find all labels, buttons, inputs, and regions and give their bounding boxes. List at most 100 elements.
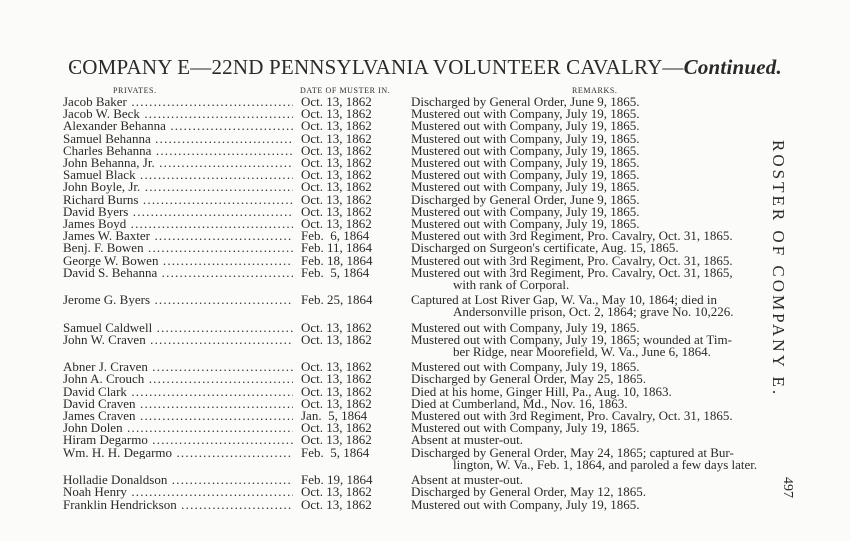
page-number: 497 — [780, 477, 795, 498]
remarks-line: Mustered out with Company, July 19, 1865… — [411, 216, 640, 232]
remarks-line: Captured at Lost River Gap, W. Va., May … — [411, 292, 717, 308]
muster-date: Oct. 13, 1862 — [301, 142, 372, 158]
muster-date: Oct. 13, 1862 — [301, 383, 372, 399]
header-date: DATE OF MUSTER IN. — [300, 86, 391, 95]
remarks: Absent at muster-out. — [411, 432, 823, 448]
remarks-line: Mustered out with 3rd Regiment, Pro. Cav… — [411, 252, 733, 268]
private-name: John Behanna, Jr. — [63, 157, 293, 169]
table-row: James Craven Jan. 5, 1864 Mustered out wit… — [63, 408, 823, 424]
remarks: Mustered out with Company, July 19, 1865… — [411, 180, 823, 193]
table-row: John Dolen Oct. 13, 1862 Mustered out with… — [63, 420, 823, 436]
private-name: Richard Burns — [63, 194, 293, 206]
private-name: Holladie Donaldson — [63, 474, 293, 486]
muster-date: Oct. 13, 1862 — [301, 155, 372, 171]
private-name: Alexander Behanna — [63, 120, 293, 132]
muster-date: Feb. 5, 1864 — [301, 444, 370, 460]
remarks-line: Discharged by General Order, May 25, 186… — [411, 371, 646, 387]
muster-date: Oct. 13, 1862 — [301, 203, 372, 219]
table-row: Samuel Behanna Oct. 13, 1862 Mustered out … — [63, 130, 823, 146]
remarks-line: Absent at muster-out. — [411, 432, 524, 448]
table-row: Hiram Degarmo Oct. 13, 1862 Absent at must… — [63, 432, 823, 448]
private-name: John Boyle, Jr. — [63, 181, 293, 193]
private-name: Benj. F. Bowen — [63, 242, 293, 254]
remarks-line: Mustered out with Company, July 19, 1865… — [411, 203, 640, 219]
remarks: Discharged by General Order, June 9, 186… — [411, 95, 823, 108]
title-main: COMPANY E—22ND PENNSYLVANIA VOLUNTEER CA… — [68, 55, 684, 79]
remarks: Mustered out with Company, July 19, 1865… — [411, 331, 823, 358]
remarks: Mustered out with 3rd Regiment, Pro. Cav… — [411, 228, 823, 244]
remarks-line: Mustered out with Company, July 19, 1865… — [411, 118, 640, 134]
remarks: Mustered out with Company, July 19, 1865… — [411, 360, 823, 373]
table-row: Benj. F. Bowen Feb. 11, 1864 Discharged on… — [63, 240, 823, 256]
muster-date: Jan. 5, 1864 — [301, 408, 368, 424]
private-name: Franklin Hendrickson — [63, 499, 293, 511]
muster-date: Feb. 5, 1864 — [301, 264, 370, 280]
remarks: Mustered out with Company, July 19, 1865… — [411, 319, 823, 335]
remarks-line: Mustered out with Company, July 19, 1865… — [411, 155, 640, 171]
table-row: John Behanna, Jr. Oct. 13, 1862 Mustered o… — [63, 155, 823, 171]
remarks-line: with rank of Corporal. — [453, 277, 570, 293]
table-row: John Boyle, Jr. Oct. 13, 1862 Mustered out… — [63, 179, 823, 195]
table-row: James W. Baxter Feb. 6, 1864 Mustered out … — [63, 228, 823, 244]
remarks-line: Discharged by General Order, May 24, 186… — [411, 444, 734, 460]
table-row: Charles Behanna Oct. 13, 1862 Mustered out… — [63, 142, 823, 158]
private-name: James Craven — [63, 410, 293, 422]
remarks-line: Mustered out with 3rd Regiment, Pro. Cav… — [411, 228, 733, 244]
side-title: ROSTER OF COMPANY E. — [769, 140, 788, 398]
private-name: Jerome G. Byers — [63, 294, 293, 306]
muster-date: Oct. 13, 1862 — [301, 319, 372, 335]
table-row: Holladie Donaldson Feb. 19, 1864 Absent at… — [63, 473, 823, 486]
remarks-line: Discharged on Surgeon's certificate, Aug… — [411, 240, 679, 256]
private-name: John W. Craven — [63, 334, 293, 346]
muster-date: Oct. 13, 1862 — [301, 94, 372, 109]
remarks-line: Mustered out with Company, July 19, 1865… — [411, 319, 640, 335]
remarks: Mustered out with Company, July 19, 1865… — [411, 496, 823, 512]
private-name: David Craven — [63, 398, 293, 410]
table-row: Noah Henry Oct. 13, 1862 Discharged by Gen… — [63, 484, 823, 500]
remarks-line: Mustered out with Company, July 19, 1865… — [411, 496, 640, 512]
private-name: Wm. H. H. Degarmo — [63, 447, 293, 459]
table-row: David S. Behanna Feb. 5, 1864 Mustered out… — [63, 264, 823, 293]
remarks: Mustered out with Company, July 19, 1865… — [411, 107, 823, 120]
private-name: James Boyd — [63, 218, 293, 230]
muster-date: Oct. 13, 1862 — [301, 130, 372, 146]
header-remarks: REMARKS. — [572, 86, 618, 95]
private-name: Samuel Black — [63, 169, 293, 181]
remarks: Died at his home, Ginger Hill, Pa., Aug.… — [411, 385, 823, 398]
muster-date: Oct. 13, 1862 — [301, 179, 372, 195]
muster-date: Oct. 13, 1862 — [301, 420, 372, 436]
remarks: Mustered out with 3rd Regiment, Pro. Cav… — [411, 252, 823, 268]
roster-table: Jacob Baker Oct. 13, 1862 Discharged by Ge… — [63, 94, 823, 512]
remarks-line: Mustered out with Company, July 19, 1865… — [411, 331, 732, 347]
remarks-line: Mustered out with 3rd Regiment, Pro. Cav… — [411, 408, 733, 424]
remarks-line: Andersonville prison, Oct. 2, 1864; grav… — [453, 304, 734, 320]
private-name: John A. Crouch — [63, 373, 293, 385]
remarks: Discharged on Surgeon's certificate, Aug… — [411, 240, 823, 256]
table-row: Alexander Behanna Oct. 13, 1862 Mustered o… — [63, 118, 823, 134]
table-row: Franklin Hendrickson Oct. 13, 1862 Mustere… — [63, 496, 823, 512]
remarks: Discharged by General Order, June 9, 186… — [411, 193, 823, 206]
remarks: Mustered out with Company, July 19, 1865… — [411, 118, 823, 134]
remarks: Mustered out with Company, July 19, 1865… — [411, 144, 823, 157]
table-row: George W. Bowen Feb. 18, 1864 Mustered out… — [63, 252, 823, 268]
private-name: Jacob W. Beck — [63, 108, 293, 120]
muster-date: Oct. 13, 1862 — [301, 484, 372, 500]
muster-date: Oct. 13, 1862 — [301, 432, 372, 448]
private-name: Noah Henry — [63, 486, 293, 498]
table-row: Wm. H. H. Degarmo Feb. 5, 1864 Discharged … — [63, 444, 823, 471]
table-row: James Boyd Oct. 13, 1862 Mustered out with… — [63, 216, 823, 232]
muster-date: Feb. 6, 1864 — [301, 228, 370, 244]
private-name: Abner J. Craven — [63, 361, 293, 373]
remarks-line: Mustered out with Company, July 19, 1865… — [411, 167, 640, 183]
private-name: Charles Behanna — [63, 145, 293, 157]
table-row: David Craven Oct. 13, 1862 Died at Cumberl… — [63, 397, 823, 410]
remarks: Died at Cumberland, Md., Nov. 16, 1863. — [411, 397, 823, 410]
table-row: Richard Burns Oct. 13, 1862 Discharged by … — [63, 193, 823, 206]
remarks: Captured at Lost River Gap, W. Va., May … — [411, 292, 823, 320]
remarks: Discharged by General Order, May 24, 186… — [411, 444, 823, 471]
private-name: Hiram Degarmo — [63, 434, 293, 446]
table-row: Samuel Caldwell Oct. 13, 1862 Mustered out… — [63, 319, 823, 335]
table-row: John A. Crouch Oct. 13, 1862 Discharged by… — [63, 371, 823, 387]
muster-date: Oct. 13, 1862 — [301, 359, 372, 375]
remarks-line: Discharged by General Order, May 12, 186… — [411, 484, 646, 500]
